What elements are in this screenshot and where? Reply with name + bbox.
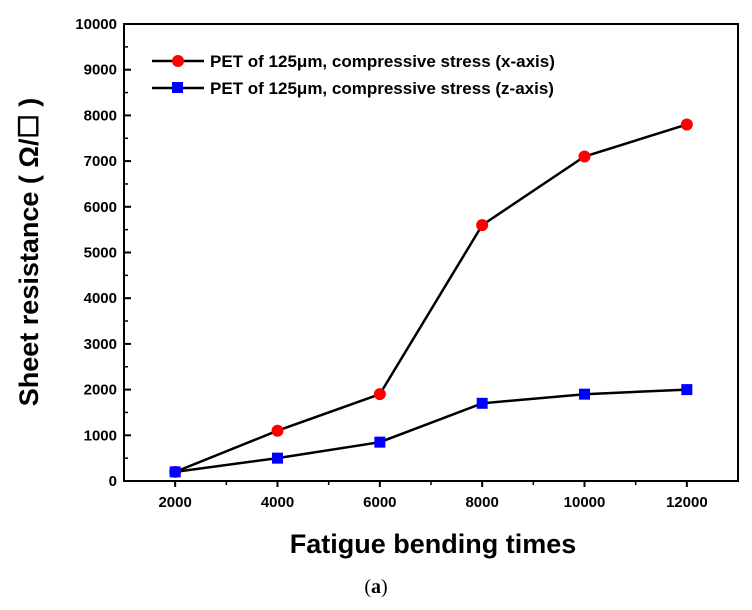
x-tick-label: 10000 (564, 494, 606, 511)
y-tick-label: 6000 (84, 199, 117, 216)
series-1-point (680, 118, 693, 131)
x-tick-label: 8000 (465, 494, 498, 511)
series-2-point (272, 452, 283, 464)
y-tick-label: 8000 (84, 107, 117, 124)
x-axis-title: Fatigue bending times (290, 529, 577, 559)
legend-marker-series-1 (172, 55, 184, 67)
x-tick-label: 12000 (666, 494, 708, 511)
y-tick-label: 2000 (84, 382, 117, 399)
series-1-point (271, 424, 284, 437)
legend: PET of 125μm, compressive stress (x-axis… (152, 52, 555, 98)
series-1-point (476, 219, 489, 232)
x-tick-label: 6000 (363, 494, 396, 511)
legend-label-series-1: PET of 125μm, compressive stress (x-axis… (210, 52, 555, 71)
y-tick-label: 10000 (75, 16, 117, 33)
series-layer (169, 118, 693, 478)
series-1-point (373, 388, 386, 401)
series-2-point (169, 466, 181, 478)
chart: 0 1000 2000 3000 4000 5000 6000 7000 8000 9000 100… (14, 16, 739, 559)
series-2-point (579, 388, 590, 400)
series-2-point (374, 436, 386, 448)
figure-caption: (a) (0, 576, 752, 599)
y-tick-label: 0 (109, 473, 117, 490)
y-tick-label: 4000 (84, 290, 117, 307)
legend-marker-series-2 (172, 82, 183, 93)
series-1-point (578, 150, 591, 163)
y-axis-title: Sheet resistance ( Ω/☐ ) (14, 98, 44, 406)
y-tick-label: 1000 (84, 427, 117, 444)
series-2-point (476, 397, 488, 409)
x-tick-label: 2000 (158, 494, 191, 511)
series-2-point (681, 384, 693, 396)
caption-close: ) (381, 576, 388, 598)
y-tick-label: 7000 (84, 153, 117, 170)
y-axis-ticks: 0 1000 2000 3000 4000 5000 6000 7000 8000 9000 100… (75, 16, 131, 490)
legend-label-series-2: PET of 125μm, compressive stress (z-axis… (210, 79, 554, 98)
x-tick-label: 4000 (261, 494, 294, 511)
caption-letter: a (371, 576, 381, 598)
y-tick-label: 5000 (84, 245, 117, 262)
series-1-line (174, 123, 688, 474)
caption-open: ( (364, 576, 371, 598)
series-2-line (175, 388, 687, 474)
y-tick-label: 9000 (84, 62, 117, 79)
x-axis-ticks: 2000 4000 6000 8000 10000 12000 (158, 481, 708, 511)
y-tick-label: 3000 (84, 336, 117, 353)
